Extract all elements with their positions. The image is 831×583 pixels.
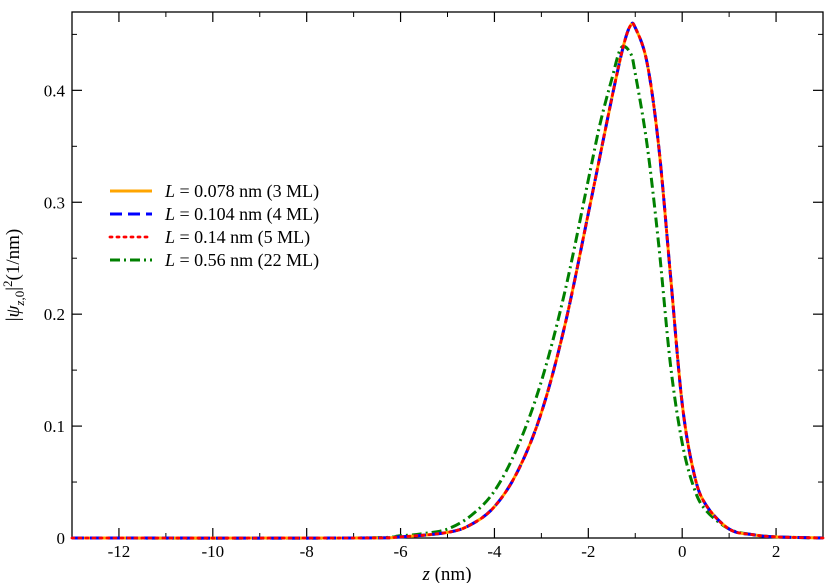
y-tick-label: 0.4 — [44, 81, 66, 100]
series-line — [70, 21, 825, 540]
x-tick-label: 0 — [678, 542, 687, 561]
x-axis-label: z (nm) — [421, 564, 471, 583]
legend-label: L = 0.078 nm (3 ML) — [164, 181, 319, 202]
x-tick-label: -6 — [393, 542, 407, 561]
y-tick-label: 0.3 — [44, 193, 65, 212]
plot-frame — [71, 11, 824, 539]
y-tick-label: 0.2 — [44, 305, 65, 324]
series-curves — [70, 21, 825, 540]
x-ticks: -12 -10 -8 -6 -4 -2 0 2 — [71, 12, 824, 561]
x-tick-label: -4 — [487, 542, 502, 561]
series-line — [71, 44, 824, 540]
x-tick-label: -8 — [300, 542, 314, 561]
legend: L = 0.078 nm (3 ML)L = 0.104 nm (4 ML)L … — [108, 181, 319, 271]
legend-label: L = 0.56 nm (22 ML) — [164, 250, 319, 271]
x-tick-label: 2 — [772, 542, 781, 561]
y-axis-label: |ψz,0|2(1/nm) — [0, 229, 27, 321]
legend-label: L = 0.104 nm (4 ML) — [164, 204, 319, 225]
series-line — [71, 21, 824, 540]
x-tick-label: -10 — [201, 542, 224, 561]
y-tick-label: 0 — [57, 529, 66, 548]
series-line — [71, 21, 824, 540]
y-ticks: 0 0.1 0.2 0.3 0.4 — [44, 33, 823, 548]
legend-label: L = 0.14 nm (5 ML) — [164, 227, 310, 248]
x-tick-label: -2 — [581, 542, 595, 561]
y-tick-label: 0.1 — [44, 417, 65, 436]
x-tick-label: -12 — [108, 542, 131, 561]
